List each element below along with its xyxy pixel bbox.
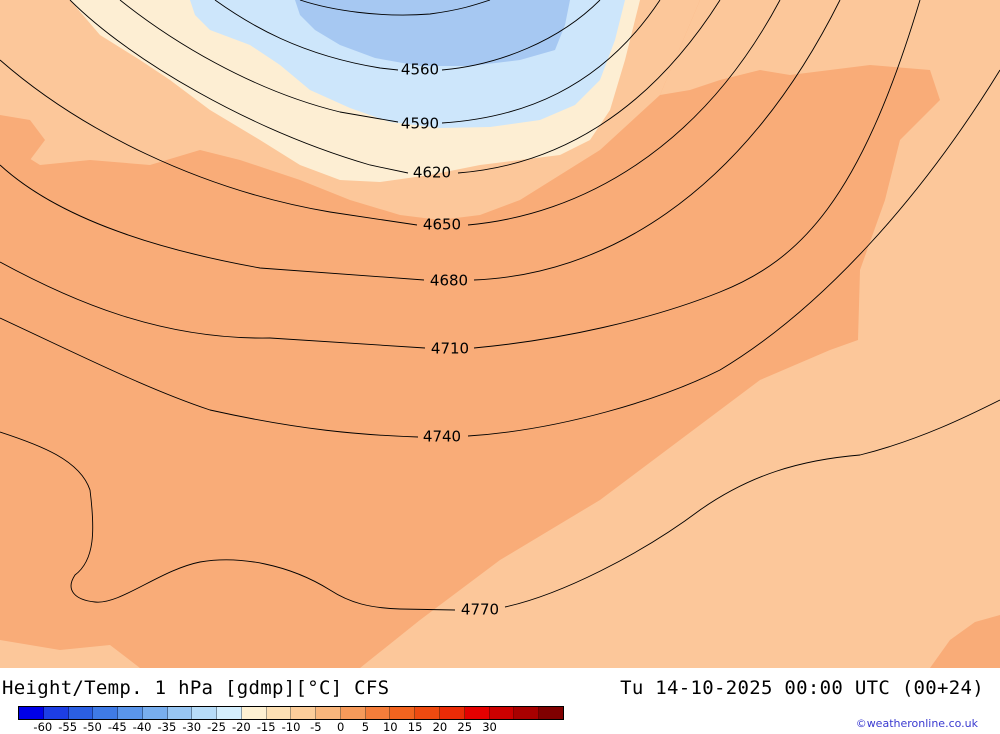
legend-swatch [340, 707, 366, 719]
legend-tick-label: 0 [336, 720, 345, 734]
legend-tick-label: -20 [231, 720, 251, 734]
legend-swatch [514, 707, 540, 719]
contour-label-4560: 4560 [401, 61, 439, 79]
legend-swatch [440, 707, 465, 719]
legend-swatch [93, 707, 119, 719]
legend-tick-label: -5 [310, 720, 322, 734]
legend-tick-label: -15 [256, 720, 276, 734]
contour-label-4740: 4740 [423, 428, 461, 446]
contour-label-4590: 4590 [401, 115, 439, 133]
legend-tick-label: 30 [482, 720, 497, 734]
legend-swatch [19, 707, 44, 719]
legend-tick-label: -55 [58, 720, 78, 734]
zone-orange-notch [0, 115, 45, 160]
map-valid-time: Tu 14-10-2025 00:00 UTC (00+24) [620, 677, 984, 699]
legend-tick-label: 10 [382, 720, 398, 734]
legend-swatch [142, 707, 168, 719]
contour-line-4620 [69, 0, 721, 174]
legend-swatch [415, 707, 441, 719]
contour-label-4650: 4650 [423, 216, 461, 234]
contour-line-4680 [0, 0, 841, 281]
legend-swatch [217, 707, 242, 719]
legend-swatch [489, 707, 515, 719]
legend-tick-label: -35 [157, 720, 177, 734]
legend-tick-label: -50 [83, 720, 102, 734]
legend-swatch [167, 707, 193, 719]
color-scale-ticks: -60 -55 -50 -45 -40 -35 -30 -25 -20 -15 -10 -5 0 5 10 1… [18, 720, 564, 734]
map-title: Height/Temp. 1 hPa [gdmp][°C] CFS [2, 677, 390, 699]
legend-tick-label: -60 [33, 720, 53, 734]
zone-deep-blue [295, 0, 570, 66]
legend-tick-label: -45 [107, 720, 127, 734]
contour-label-4770: 4770 [461, 601, 499, 619]
legend-tick-label: -30 [182, 720, 202, 734]
contour-label-4680: 4680 [430, 272, 468, 290]
contour-line-4590 [119, 0, 661, 124]
height-temperature-map: 4560 4590 4620 4650 4680 4710 4740 4770 [0, 0, 1000, 668]
legend-swatch [291, 707, 317, 719]
zone-orange-southeast [930, 615, 1000, 668]
legend-tick-label: 25 [457, 720, 473, 734]
legend-tick-label: 15 [407, 720, 423, 734]
color-scale-legend [18, 706, 564, 720]
legend-swatch [68, 707, 94, 719]
legend-swatch [118, 707, 143, 719]
contour-line-4740 [0, 69, 1000, 438]
legend-swatch [464, 707, 490, 719]
legend-swatch [43, 707, 69, 719]
zone-light-orange-southwest [0, 640, 140, 668]
contour-line-4530 [299, 0, 491, 16]
legend-swatch [365, 707, 391, 719]
legend-swatch [390, 707, 416, 719]
contour-line-4710 [0, 0, 921, 349]
legend-swatch [316, 707, 341, 719]
legend-swatch [539, 707, 563, 719]
legend-swatch [266, 707, 292, 719]
legend-tick-label: -40 [132, 720, 152, 734]
contour-label-4710: 4710 [431, 340, 469, 358]
legend-swatch [192, 707, 218, 719]
legend-tick-label: 20 [432, 720, 448, 734]
contour-line-4560 [214, 0, 601, 71]
legend-tick-label: -10 [281, 720, 301, 734]
legend-swatch [241, 707, 267, 719]
legend-tick-label: 5 [361, 720, 370, 734]
zone-light-orange-east [360, 0, 1000, 668]
contour-line-4770 [0, 399, 1000, 611]
contour-label-4620: 4620 [413, 164, 451, 182]
source-credit: ©weatheronline.co.uk [855, 717, 978, 730]
map-footer: Height/Temp. 1 hPa [gdmp][°C] CFS Tu 14-… [0, 668, 1000, 733]
legend-tick-label: -25 [207, 720, 226, 734]
contour-line-4650 [0, 0, 781, 226]
